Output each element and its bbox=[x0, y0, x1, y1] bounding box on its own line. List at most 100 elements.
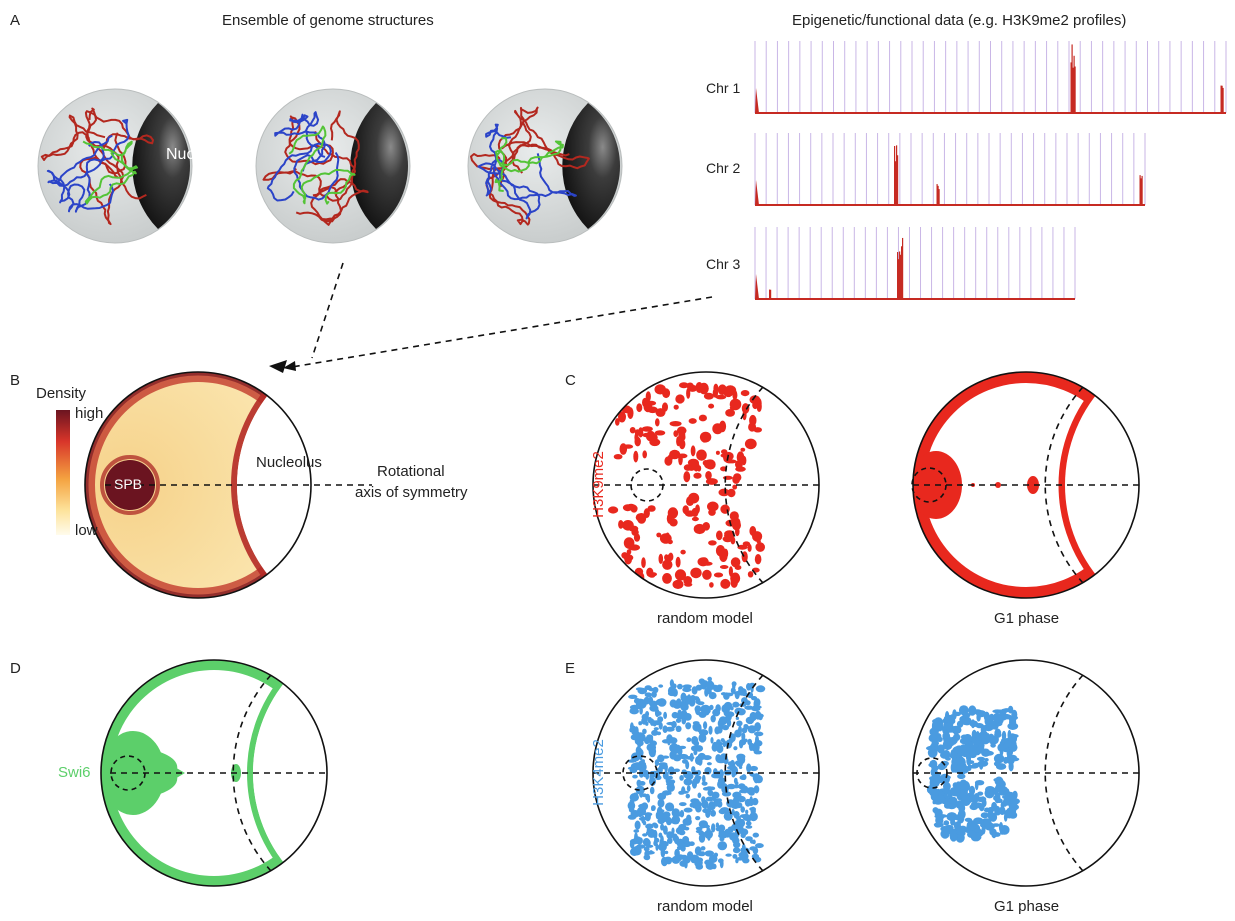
density-blob bbox=[989, 827, 994, 836]
density-blob bbox=[647, 505, 656, 512]
density-blob bbox=[710, 737, 714, 744]
density-blob bbox=[657, 754, 665, 763]
density-blob bbox=[667, 686, 677, 696]
density-blob bbox=[626, 549, 632, 555]
density-blob bbox=[728, 566, 734, 577]
density-blob bbox=[749, 846, 757, 851]
density-blob bbox=[633, 450, 639, 463]
density-blob bbox=[671, 720, 677, 729]
chromosome-chain bbox=[262, 110, 360, 202]
track-peak bbox=[1222, 87, 1224, 113]
density-blob bbox=[667, 539, 673, 545]
density-blob bbox=[639, 789, 644, 798]
genome-structure-1 bbox=[37, 88, 193, 244]
track-peak bbox=[1071, 44, 1073, 113]
density-blob bbox=[737, 544, 748, 550]
density-blob bbox=[669, 518, 678, 527]
density-blob bbox=[1006, 807, 1018, 812]
density-blob bbox=[754, 731, 764, 737]
h3k4me2-g1-phase-map bbox=[912, 659, 1140, 887]
density-blob bbox=[734, 565, 742, 570]
density-blob bbox=[723, 390, 733, 397]
density-blob bbox=[723, 710, 730, 717]
density-blob bbox=[630, 504, 638, 513]
density-blob bbox=[695, 697, 701, 705]
density-blob bbox=[714, 770, 724, 778]
density-blob bbox=[633, 829, 640, 833]
density-blob bbox=[642, 432, 654, 438]
density-blob bbox=[1007, 729, 1012, 740]
chromosome-chain bbox=[485, 143, 570, 226]
density-blob bbox=[979, 819, 984, 824]
density-blob bbox=[665, 816, 672, 826]
density-blob bbox=[688, 418, 697, 424]
density-blob bbox=[1009, 798, 1020, 805]
density-blob bbox=[741, 403, 750, 414]
density-blob bbox=[733, 841, 741, 848]
density-blob bbox=[702, 774, 706, 784]
density-blob bbox=[936, 736, 943, 743]
density-blob bbox=[745, 836, 753, 842]
density-blob bbox=[705, 459, 716, 470]
density-blob bbox=[669, 699, 677, 708]
density-blob bbox=[746, 683, 752, 691]
density-blob bbox=[701, 557, 708, 565]
density-blob bbox=[622, 520, 634, 531]
density-blob bbox=[938, 748, 945, 754]
density-blob bbox=[987, 810, 994, 821]
density-blob bbox=[672, 579, 684, 590]
density-blob bbox=[730, 835, 738, 841]
density-blob bbox=[662, 811, 671, 818]
density-blob bbox=[694, 705, 702, 713]
density-blob bbox=[698, 414, 708, 422]
density-blob bbox=[974, 780, 979, 791]
density-blob bbox=[631, 846, 639, 855]
density-blob bbox=[942, 731, 951, 742]
density-blob bbox=[1003, 756, 1008, 764]
density-blob bbox=[734, 781, 739, 786]
track-peak bbox=[897, 252, 899, 299]
track-peak bbox=[1070, 62, 1072, 113]
density-blob bbox=[707, 501, 719, 512]
density-blob bbox=[703, 721, 708, 730]
density-blob bbox=[657, 792, 667, 801]
density-blob bbox=[667, 837, 673, 845]
density-blob bbox=[716, 530, 723, 541]
density-blob bbox=[945, 721, 953, 732]
density-blob bbox=[630, 722, 634, 732]
density-blob bbox=[964, 817, 973, 823]
density-blob bbox=[735, 518, 741, 529]
density-blob bbox=[679, 775, 684, 781]
density-blob bbox=[641, 713, 649, 721]
density-blob bbox=[998, 786, 1008, 792]
density-blob bbox=[613, 454, 623, 460]
density-blob bbox=[647, 716, 653, 724]
density-blob bbox=[678, 830, 686, 836]
density-blob bbox=[992, 832, 1001, 837]
density-blob bbox=[679, 790, 689, 794]
chr1-label: Chr 1 bbox=[706, 80, 741, 96]
density-blob bbox=[643, 846, 650, 852]
density-blob bbox=[978, 803, 985, 812]
density-blob bbox=[696, 449, 707, 461]
density-blob bbox=[751, 696, 758, 701]
density-blob bbox=[671, 827, 675, 835]
density-blob bbox=[991, 724, 997, 730]
density-blob bbox=[666, 782, 675, 786]
density-blob bbox=[683, 713, 692, 721]
density-blob bbox=[960, 780, 971, 792]
h3k9me2-profile-tracks bbox=[754, 41, 1227, 300]
density-blob bbox=[983, 808, 995, 813]
track-peak bbox=[938, 189, 940, 205]
density-blob bbox=[649, 772, 655, 782]
density-blob bbox=[650, 432, 656, 442]
connector-arrowhead bbox=[283, 361, 296, 371]
density-blob bbox=[636, 403, 643, 413]
density-blob bbox=[970, 801, 979, 810]
connector-lines bbox=[291, 262, 713, 368]
density-blob bbox=[669, 750, 677, 760]
density-blob bbox=[658, 763, 668, 770]
density-blob bbox=[981, 825, 986, 835]
density-blob bbox=[1009, 715, 1017, 724]
density-blob bbox=[947, 829, 958, 835]
